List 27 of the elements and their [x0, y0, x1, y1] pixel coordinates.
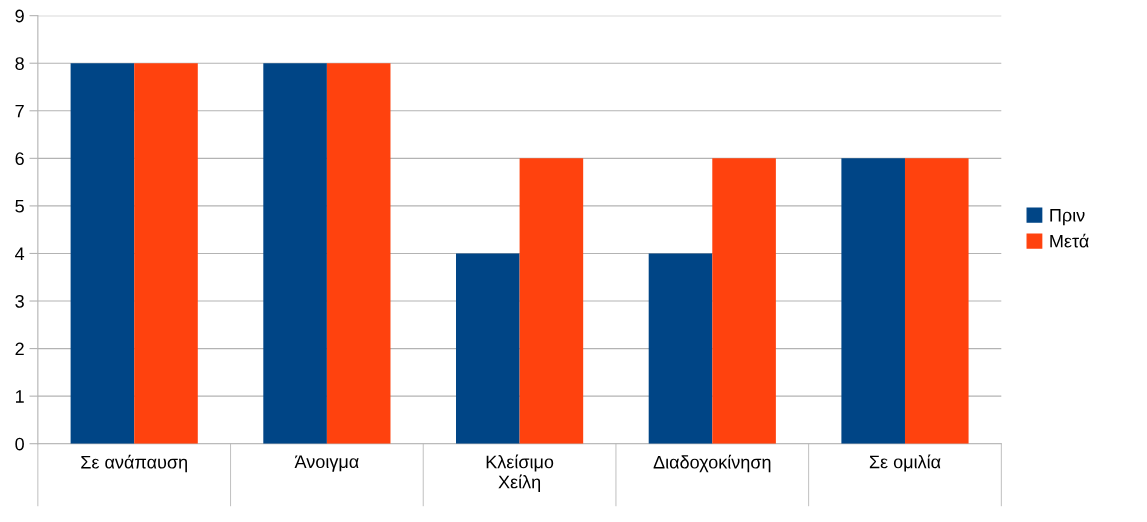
- y-tick-label: 2: [15, 342, 24, 356]
- bar: [326, 63, 391, 444]
- bar: [456, 253, 520, 444]
- x-tick-label: Διαδοχοκίνηση: [653, 454, 771, 473]
- x-tick-label: Σε ομιλία: [869, 454, 941, 472]
- y-tick-label: 0: [15, 437, 24, 451]
- bar: [519, 158, 584, 444]
- y-tick-label: 1: [15, 390, 24, 403]
- y-tick-label: 4: [15, 247, 25, 260]
- bar: [712, 158, 776, 444]
- x-tick-label: Κλείσιμο Χείλη: [486, 454, 554, 492]
- y-tick-label: 5: [15, 200, 24, 213]
- bar: [134, 63, 198, 444]
- y-tick-label: 8: [15, 57, 24, 70]
- bar: [904, 158, 969, 444]
- y-tick-label: 6: [15, 152, 24, 166]
- legend-label: Μετά: [1050, 233, 1089, 248]
- legend-label: Πριν: [1050, 209, 1085, 226]
- bar: [263, 63, 327, 444]
- bar: [70, 63, 135, 444]
- y-tick-label: 9: [15, 9, 24, 23]
- y-tick-label: 3: [15, 294, 24, 308]
- x-tick-label: Άνοιγμα: [294, 455, 359, 472]
- x-tick-label: Σε ανάπαυση: [81, 454, 187, 473]
- bar: [648, 253, 713, 444]
- bar: [841, 158, 905, 444]
- y-tick-label: 7: [15, 104, 24, 118]
